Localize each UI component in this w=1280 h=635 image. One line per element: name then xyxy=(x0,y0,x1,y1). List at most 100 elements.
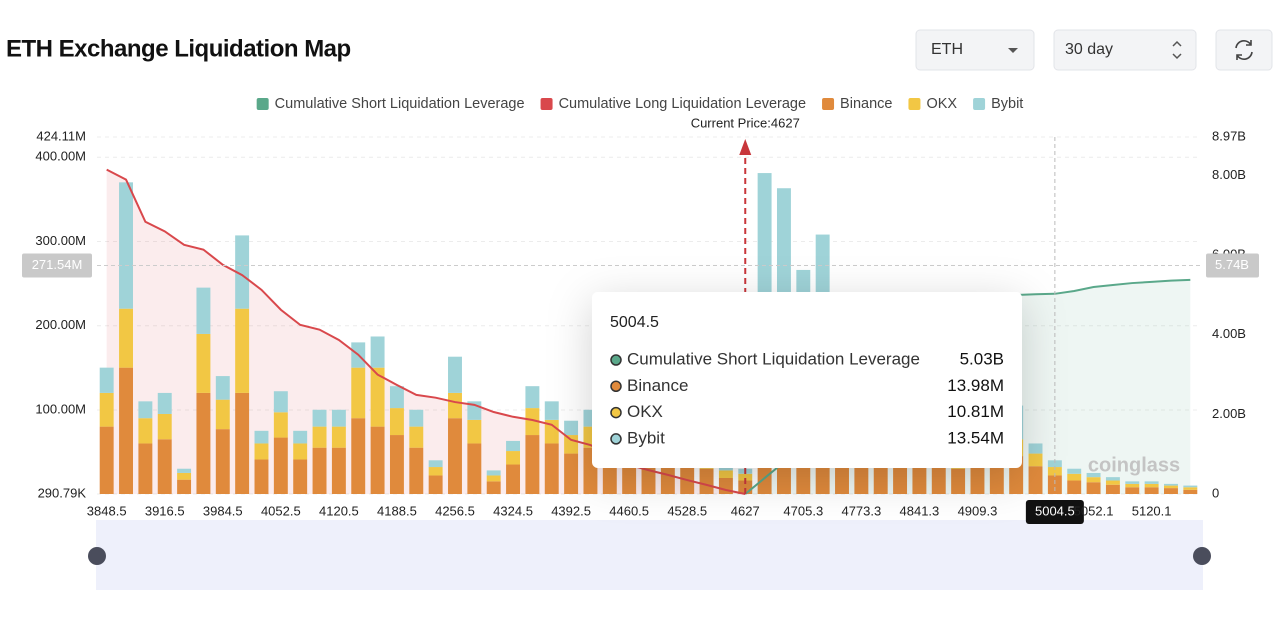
bar-segment xyxy=(1028,466,1043,494)
bar-segment xyxy=(196,333,211,393)
bar-segment xyxy=(506,464,521,494)
y-tick-label: 100.00M xyxy=(35,401,86,416)
legend: Cumulative Short Liquidation Leverage Cum… xyxy=(256,96,1023,112)
crosshair-x-label: 5004.5 xyxy=(1035,503,1075,518)
bar-segment xyxy=(544,401,559,420)
bar-segment xyxy=(854,461,869,494)
bar-segment xyxy=(544,419,559,444)
bar-segment xyxy=(370,336,385,368)
bar-segment xyxy=(138,443,153,494)
bar-segment xyxy=(893,466,908,494)
legend-label: Cumulative Short Liquidation Leverage xyxy=(275,96,525,112)
crosshair-y2-box xyxy=(1206,253,1259,278)
bar-segment xyxy=(1125,481,1140,484)
bar-segment xyxy=(1125,487,1140,494)
bar-segment xyxy=(351,418,366,494)
x-tick-label: 4909.3 xyxy=(958,503,998,518)
bar-segment xyxy=(428,475,443,494)
bar-segment xyxy=(699,468,714,494)
bar-segment xyxy=(1183,487,1198,490)
bar-segment xyxy=(1144,483,1159,488)
refresh-icon xyxy=(1235,40,1253,60)
zoom-slider[interactable] xyxy=(96,520,1203,590)
bar-segment xyxy=(544,443,559,494)
y2-tick-label: 2.00B xyxy=(1212,406,1246,421)
bar-segment xyxy=(293,459,308,494)
bar-segment xyxy=(660,463,675,494)
spinner-icon xyxy=(1172,40,1182,60)
bar-segment xyxy=(467,419,482,444)
bar-segment xyxy=(157,413,172,440)
bar-segment xyxy=(119,367,133,494)
y2-tick-label: 8.00B xyxy=(1212,167,1246,182)
tooltip-marker xyxy=(610,380,622,393)
tooltip-value: 10.81M xyxy=(947,402,1004,421)
bar-segment xyxy=(235,235,250,309)
bar-segment xyxy=(99,426,114,494)
refresh-button[interactable] xyxy=(1215,29,1273,71)
y-tick-label: 200.00M xyxy=(35,317,86,332)
bar-segment xyxy=(177,472,192,480)
bar-segment xyxy=(1028,443,1043,454)
bar-segment xyxy=(525,386,540,409)
bar-segment xyxy=(331,426,346,448)
bar-segment xyxy=(1125,483,1140,488)
bar-segment xyxy=(989,466,1004,494)
bar-segment xyxy=(157,392,172,414)
symbol-select[interactable] xyxy=(915,29,1035,71)
bar-segment xyxy=(312,447,327,494)
bar-segment xyxy=(951,468,966,494)
bar-segment xyxy=(99,392,114,427)
bar-segment xyxy=(1028,453,1043,467)
tooltip-name: Bybit xyxy=(627,428,665,447)
legend-label: OKX xyxy=(926,96,957,112)
bar-segment xyxy=(138,418,153,444)
select-caret xyxy=(1008,48,1018,53)
slider-handle[interactable] xyxy=(88,547,106,565)
bar-segment xyxy=(1047,475,1062,494)
y2-tick-label: 4.00B xyxy=(1212,326,1246,341)
legend-swatch xyxy=(540,98,553,110)
x-tick-label: 5052.1 xyxy=(1074,503,1114,518)
tooltip-value: 5.03B xyxy=(960,349,1004,368)
crosshair-y2-label: 5.74B xyxy=(1215,257,1249,272)
bar-segment xyxy=(235,308,250,393)
tooltip-title: 5004.5 xyxy=(610,314,659,331)
bar-segment xyxy=(1047,460,1062,468)
tooltip: 5004.5 Cumulative Short Liquidation Lever… xyxy=(592,292,1022,468)
bar-segment xyxy=(312,409,327,427)
bar-segment xyxy=(525,435,540,494)
bar-segment xyxy=(1105,480,1120,485)
tooltip-name: Binance xyxy=(627,376,688,395)
crosshair-y-label: 271.54M xyxy=(32,257,83,272)
slider-handle[interactable] xyxy=(1193,547,1211,565)
tooltip-marker xyxy=(610,354,622,366)
bar-segment xyxy=(215,429,230,494)
legend-swatch xyxy=(256,98,269,110)
bar-segment xyxy=(312,426,327,448)
legend-swatch xyxy=(973,98,986,110)
bar-segment xyxy=(1183,485,1198,488)
bar-segment xyxy=(293,430,308,444)
tooltip-marker xyxy=(610,406,622,419)
bar-segment xyxy=(196,287,211,334)
bar-segment xyxy=(680,459,695,494)
bar-segment xyxy=(157,439,172,494)
bar-segment xyxy=(1164,483,1178,486)
bar-segment xyxy=(1105,477,1120,481)
bar-segment xyxy=(525,408,540,436)
legend-label: Cumulative Long Liquidation Leverage xyxy=(559,96,806,112)
bar-segment xyxy=(564,435,579,454)
legend-swatch xyxy=(908,98,921,110)
x-tick-label: 4460.5 xyxy=(609,503,649,518)
bar-segment xyxy=(506,451,521,465)
period-select[interactable] xyxy=(1053,29,1197,71)
bar-segment xyxy=(1067,473,1082,481)
bar-segment xyxy=(138,401,153,419)
current-price-arrow xyxy=(739,139,752,155)
x-tick-label: 3916.5 xyxy=(145,503,185,518)
bar-segment xyxy=(1144,481,1159,484)
bar-segment xyxy=(1067,480,1082,494)
